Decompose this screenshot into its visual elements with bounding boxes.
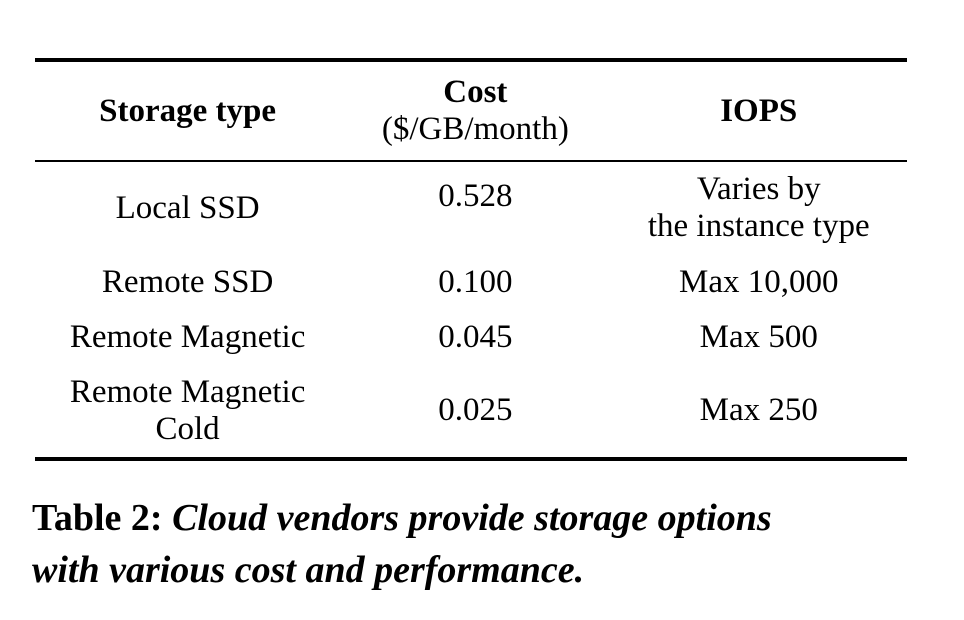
- storage-type-value-line1: Remote Magnetic: [69, 373, 306, 410]
- table-caption: Table 2: Cloud vendors provide storage o…: [32, 492, 937, 596]
- cost-value: 0.045: [438, 318, 513, 355]
- storage-type-value: Local SSD: [115, 189, 260, 226]
- cost-cell: 0.528: [340, 162, 610, 254]
- col-header-storage-type-label: Storage type: [99, 92, 277, 129]
- col-header-cost-unit: ($/GB/month): [381, 111, 569, 147]
- table-top-rule: [35, 58, 907, 62]
- iops-value: Max 250: [699, 392, 818, 428]
- iops-value: Max 10,000: [678, 263, 839, 300]
- cost-cell: 0.045: [340, 310, 610, 364]
- iops-cell: Max 500: [611, 310, 907, 364]
- iops-value: Max 500: [699, 318, 818, 355]
- caption-label: Table 2:: [32, 497, 163, 539]
- storage-type-cell: Remote Magnetic: [35, 310, 340, 364]
- storage-type-value: Remote SSD: [101, 263, 274, 300]
- col-header-cost-label: Cost: [443, 74, 508, 110]
- iops-value-line1: Varies by: [696, 171, 821, 207]
- col-header-cost: Cost ($/GB/month): [340, 62, 610, 160]
- col-header-iops-label: IOPS: [720, 92, 798, 129]
- cost-value: 0.528: [438, 178, 513, 214]
- storage-type-value-line2: Cold: [155, 410, 220, 447]
- storage-type-cell: Remote Magnetic Cold: [35, 364, 340, 457]
- caption-text-line2: with various cost and performance.: [32, 549, 585, 591]
- table-header-rule: [35, 160, 907, 162]
- table-row-remote-magnetic: Remote Magnetic 0.045 Max 500: [35, 310, 907, 364]
- iops-cell: Varies by the instance type: [611, 162, 907, 254]
- table-header-row: Storage type Cost ($/GB/month) IOPS: [35, 62, 907, 160]
- table-bottom-rule: [35, 457, 907, 461]
- storage-type-cell: Local SSD: [35, 162, 340, 254]
- storage-type-cell: Remote SSD: [35, 254, 340, 310]
- storage-options-table: Storage type Cost ($/GB/month) IOPS Loca…: [35, 58, 907, 461]
- iops-value-line2: the instance type: [647, 208, 870, 244]
- table-row-remote-ssd: Remote SSD 0.100 Max 10,000: [35, 254, 907, 310]
- iops-cell: Max 250: [611, 364, 907, 457]
- col-header-storage-type: Storage type: [35, 62, 340, 160]
- iops-cell: Max 10,000: [611, 254, 907, 310]
- caption-line-1: Table 2: Cloud vendors provide storage o…: [32, 492, 937, 544]
- table-row-remote-magnetic-cold: Remote Magnetic Cold 0.025 Max 250: [35, 364, 907, 457]
- col-header-iops: IOPS: [611, 62, 907, 160]
- storage-type-value: Remote Magnetic: [69, 318, 306, 355]
- table-row-local-ssd: Local SSD 0.528 Varies by the instance t…: [35, 162, 907, 254]
- caption-text-line1: Cloud vendors provide storage options: [172, 497, 772, 539]
- cost-cell: 0.025: [340, 364, 610, 457]
- cost-value: 0.025: [438, 392, 513, 428]
- cost-cell: 0.100: [340, 254, 610, 310]
- cost-value: 0.100: [438, 263, 513, 300]
